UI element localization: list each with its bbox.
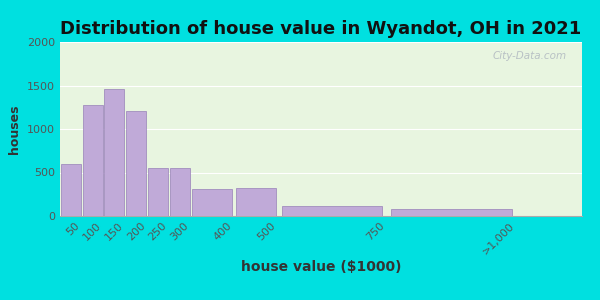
Bar [83, 105, 103, 216]
Bar [170, 168, 190, 216]
Bar [236, 188, 276, 216]
Bar [391, 209, 512, 216]
Bar [192, 190, 232, 216]
Bar [148, 168, 168, 216]
X-axis label: house value ($1000): house value ($1000) [241, 260, 401, 274]
Text: City-Data.com: City-Data.com [492, 51, 566, 61]
Bar [61, 164, 81, 216]
Y-axis label: houses: houses [8, 104, 22, 154]
Bar [126, 111, 146, 216]
Bar [104, 89, 124, 216]
Bar [282, 206, 382, 216]
Title: Distribution of house value in Wyandot, OH in 2021: Distribution of house value in Wyandot, … [61, 20, 581, 38]
